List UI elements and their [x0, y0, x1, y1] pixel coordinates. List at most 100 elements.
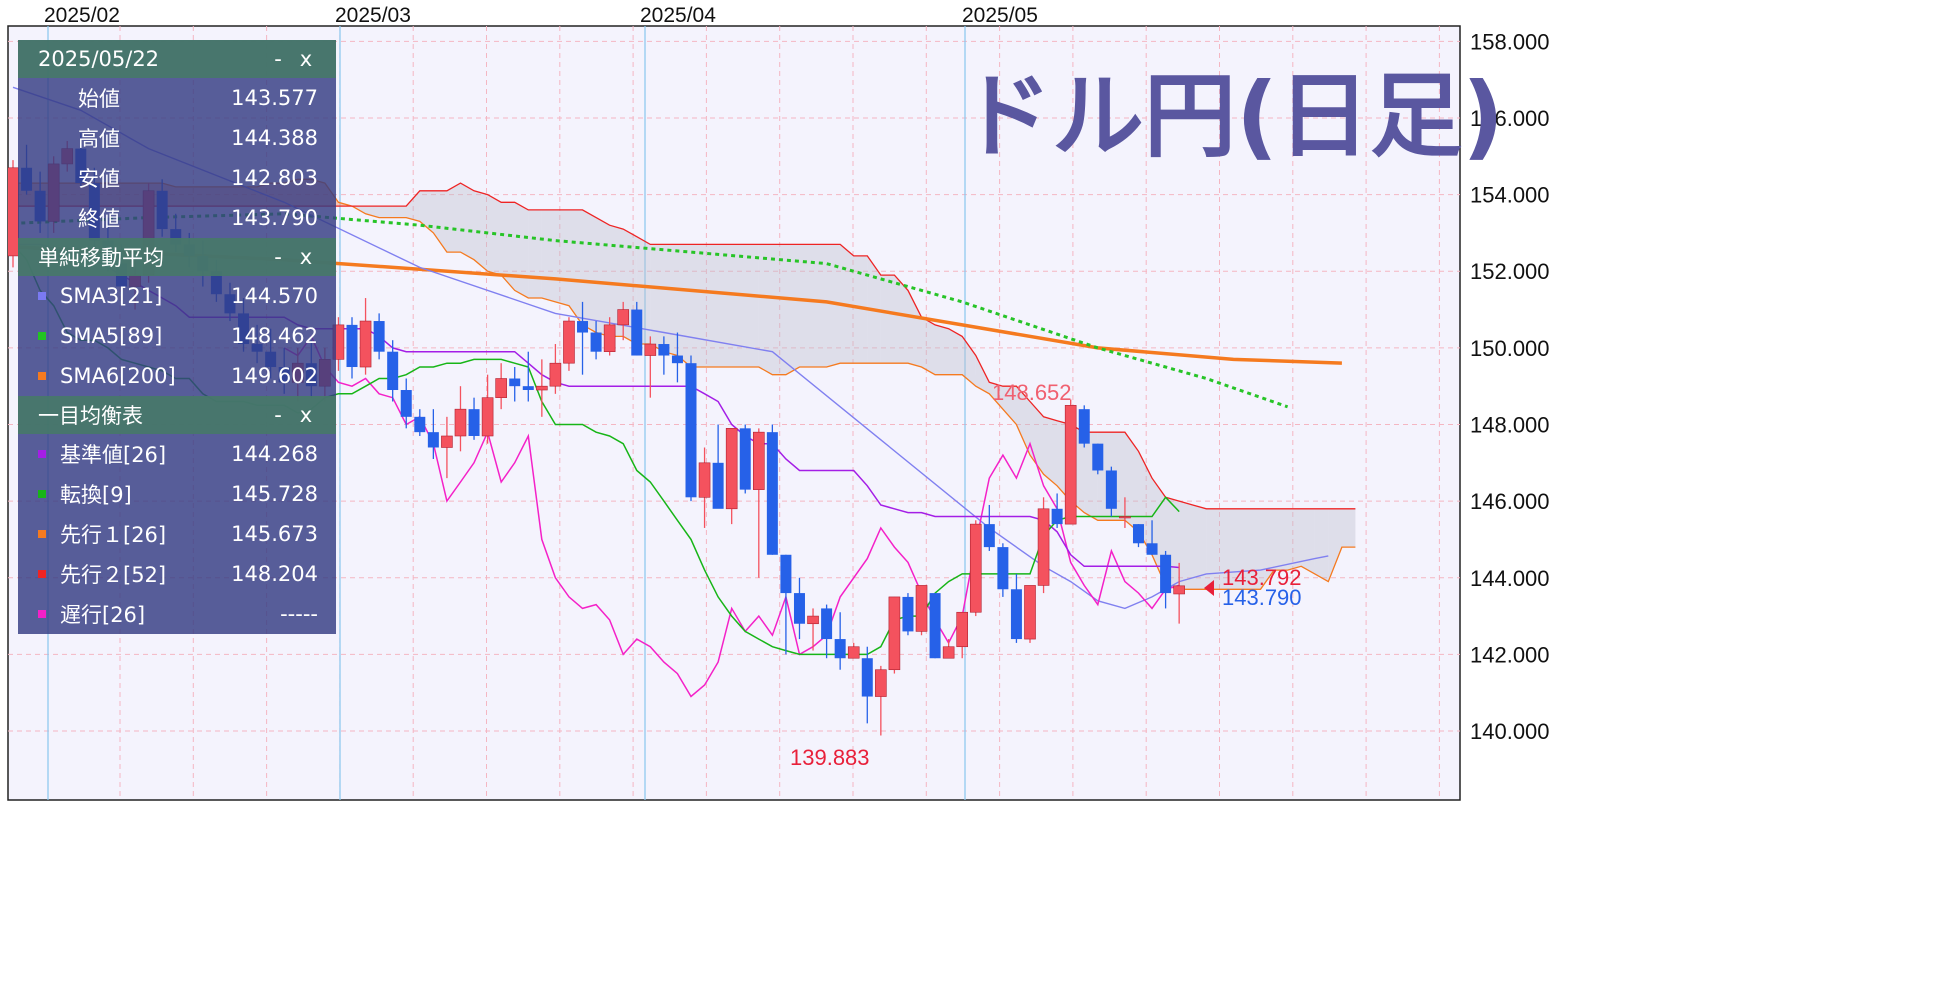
cloud-segment [772, 244, 786, 375]
close-button[interactable]: x [299, 245, 313, 269]
series-swatch [38, 332, 46, 340]
candle-body [617, 309, 630, 326]
ichimoku-row-tenkan: 転換[9] 145.728 [18, 474, 336, 514]
y-tick-label: 148.000 [1470, 412, 1550, 437]
y-tick-label: 154.000 [1470, 183, 1550, 208]
minimize-button[interactable]: - [274, 245, 282, 269]
candle-body [861, 658, 873, 697]
series-value: ----- [280, 602, 318, 626]
ohlc-value: 143.577 [231, 86, 318, 110]
candle-body [631, 309, 643, 356]
close-button[interactable]: x [299, 47, 313, 71]
annotation-high: 148.652 [992, 380, 1072, 405]
candle-body [915, 585, 928, 632]
candle-body [1132, 524, 1144, 544]
cloud-segment [1016, 386, 1030, 456]
info-panel: 2025/05/22 - x 始値 143.577 高値 144.388 安値 142… [18, 40, 336, 634]
candle-body [807, 615, 819, 625]
series-swatch [38, 530, 46, 538]
cloud-segment [1192, 505, 1207, 590]
cloud-segment [745, 244, 759, 367]
candle-body [888, 596, 901, 671]
series-label: 基準値[26] [60, 443, 167, 467]
cloud-segment [691, 244, 705, 367]
cloud-segment [908, 290, 922, 367]
candle-body [942, 646, 955, 659]
ichimoku-row-kijun: 基準値[26] 144.268 [18, 434, 336, 474]
candle-body [1078, 409, 1090, 444]
series-value: 144.268 [231, 442, 318, 466]
series-value: 145.728 [231, 482, 318, 506]
ohlc-label: 始値 [78, 87, 120, 111]
cloud-segment [569, 209, 583, 325]
candle-body [522, 386, 534, 391]
candle-body [780, 554, 792, 594]
cloud-segment [474, 190, 488, 272]
candle-body [1173, 585, 1185, 595]
candle-body [698, 462, 711, 498]
minimize-button[interactable]: - [274, 403, 282, 427]
candle-body [549, 362, 562, 387]
month-label: 2025/02 [44, 4, 120, 27]
candle-body [685, 363, 697, 498]
candle-body [875, 669, 887, 697]
candle-body [644, 343, 657, 356]
month-label: 2025/04 [640, 4, 716, 27]
cloud-segment [663, 244, 678, 356]
candle-body [902, 596, 914, 632]
ohlc-row-high: 高値 144.388 [18, 118, 336, 158]
candle-body [1105, 470, 1117, 509]
cloud-segment [894, 275, 908, 364]
cloud-segment [1002, 386, 1017, 425]
ohlc-row-open: 始値 143.577 [18, 78, 336, 118]
y-tick-label: 156.000 [1470, 106, 1550, 131]
close-button[interactable]: x [299, 403, 313, 427]
candle-body [847, 646, 860, 659]
candle-body [671, 355, 683, 364]
candle-body [1146, 543, 1158, 555]
candle-body [346, 324, 358, 368]
series-swatch [38, 372, 46, 380]
candle-body [929, 593, 941, 659]
candle-body [563, 320, 575, 364]
cloud-segment [785, 244, 800, 375]
series-label: SMA3[21] [60, 284, 163, 308]
candle-body [834, 639, 846, 659]
cloud-segment [1274, 508, 1288, 571]
ichimoku-row-chikou: 遅行[26] ----- [18, 594, 336, 634]
cloud-segment [1206, 508, 1220, 590]
cloud-segment [948, 328, 963, 375]
cloud-segment [1043, 416, 1058, 486]
cloud-segment [541, 209, 556, 302]
sma-panel-header: 単純移動平均 - x [18, 238, 336, 276]
series-label: 先行２[52] [60, 563, 167, 587]
candle-body [1024, 585, 1036, 640]
cloud-segment [731, 244, 746, 367]
price-marker-icon [1204, 580, 1214, 596]
ohlc-value: 143.790 [231, 206, 318, 230]
ohlc-label: 安値 [78, 167, 120, 191]
candle-body [441, 435, 453, 448]
candle-body [577, 321, 589, 333]
series-swatch [38, 610, 46, 618]
candle-body [427, 432, 439, 448]
sma-panel-title: 単純移動平均 [38, 246, 164, 270]
month-label: 2025/05 [962, 4, 1038, 27]
sma-row-sma6: SMA6[200] 149.602 [18, 356, 336, 396]
candle-body [969, 523, 982, 613]
candle-body [793, 593, 805, 624]
candle-body [752, 431, 765, 490]
ohlc-panel-header: 2025/05/22 - x [18, 40, 336, 78]
cloud-segment [460, 183, 474, 260]
annotation-low: 139.883 [790, 745, 870, 770]
ichimoku-panel-title: 一目均衡表 [38, 404, 143, 428]
cloud-segment [1233, 508, 1247, 590]
cloud-segment [935, 324, 949, 375]
plot-layer [8, 26, 1460, 800]
cloud-segment [1179, 501, 1193, 590]
cloud-segment [921, 317, 936, 375]
y-tick-label: 142.000 [1470, 642, 1550, 667]
cloud-segment [406, 190, 420, 222]
minimize-button[interactable]: - [274, 47, 282, 71]
